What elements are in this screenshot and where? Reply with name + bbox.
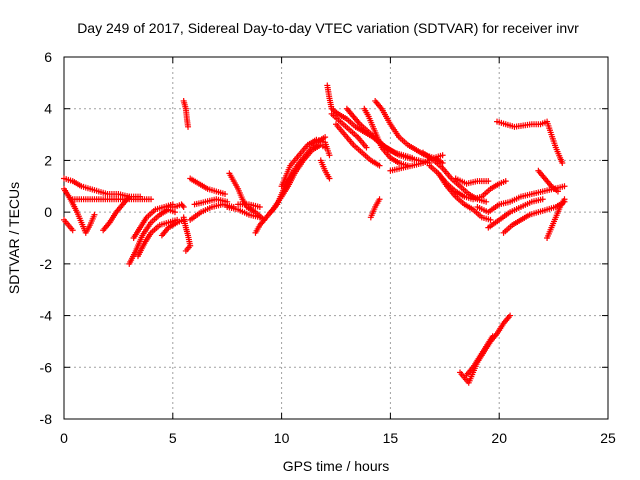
data-point: [148, 196, 155, 203]
x-tick-label: 5: [169, 430, 177, 446]
data-points: [61, 82, 568, 386]
data-point: [180, 203, 187, 210]
series-arc-1: [61, 175, 144, 200]
data-point: [256, 214, 263, 221]
series-arc-22: [317, 157, 333, 182]
series-arc-9: [158, 216, 187, 239]
chart-title: Day 249 of 2017, Sidereal Day-to-day VTE…: [77, 20, 579, 36]
series-arc-12: [180, 97, 192, 130]
data-point: [554, 188, 561, 195]
data-point: [91, 211, 98, 218]
series-arc-7: [134, 216, 181, 260]
series-arc-36: [485, 196, 546, 231]
series-arc-27: [361, 105, 411, 169]
series-arc-5: [100, 193, 133, 234]
y-tick-label: 2: [44, 152, 52, 168]
x-tick-label: 15: [383, 430, 399, 446]
series-arc-35: [474, 183, 568, 216]
series-arc-13: [187, 175, 229, 198]
data-point: [439, 152, 446, 159]
y-tick-label: -2: [40, 256, 53, 272]
plot-frame: [63, 56, 609, 420]
series-arc-8: [130, 201, 176, 241]
x-axis-title: GPS time / hours: [283, 458, 390, 474]
series-arc-17: [224, 203, 263, 221]
series-arc-42: [463, 333, 496, 379]
series-arc-37: [500, 198, 568, 236]
data-point: [487, 216, 494, 223]
x-tick-label: 25: [600, 430, 616, 446]
data-point: [376, 196, 383, 203]
x-tick-label: 20: [491, 430, 507, 446]
series-arc-3: [61, 216, 76, 234]
series-arc-11: [180, 214, 194, 254]
data-point: [409, 154, 416, 161]
series-arc-4: [69, 196, 155, 203]
series-arc-39: [535, 167, 561, 195]
data-point: [185, 123, 192, 130]
series-arc-32: [426, 162, 509, 203]
x-tick-label: 0: [60, 430, 68, 446]
series-arc-30: [387, 152, 446, 174]
data-point: [182, 247, 189, 254]
series-arc-20: [267, 134, 329, 216]
series-arc-21: [278, 136, 333, 190]
data-point: [376, 162, 383, 169]
series-arc-19: [252, 141, 329, 236]
series-arc-33: [435, 170, 494, 223]
data-point: [171, 209, 178, 216]
data-point: [489, 333, 496, 340]
ticks: 0 5 10 15 20 25 -8 -6 -4 -2 0 2 4 6: [40, 49, 616, 446]
y-tick-label: 4: [44, 101, 52, 117]
series-arc-10: [165, 201, 187, 210]
y-tick-label: -4: [40, 308, 53, 324]
data-point: [222, 191, 229, 198]
data-point: [561, 196, 568, 203]
y-tick-label: 0: [44, 204, 52, 220]
series-arc-2: [61, 185, 98, 236]
data-point: [326, 152, 333, 159]
data-point: [256, 203, 263, 210]
series-arc-18: [235, 201, 263, 210]
y-tick-label: -8: [40, 411, 53, 427]
y-tick-label: -6: [40, 359, 53, 375]
series-arc-40: [544, 196, 568, 241]
series-arc-28: [372, 97, 446, 167]
data-point: [322, 134, 329, 141]
data-point: [559, 160, 566, 167]
data-point: [485, 178, 492, 185]
series-arc-29: [367, 196, 383, 221]
data-point: [126, 193, 133, 200]
series-arc-15: [191, 196, 231, 208]
data-point: [539, 196, 546, 203]
data-point: [502, 178, 509, 185]
data-point: [439, 160, 446, 167]
data-point: [179, 202, 186, 209]
series-arc-24: [328, 110, 370, 151]
series-arc-25: [333, 121, 383, 169]
data-point: [507, 312, 514, 319]
x-tick-label: 10: [274, 430, 290, 446]
series-arc-38: [494, 118, 566, 167]
data-point: [224, 198, 231, 205]
series-arc-34: [452, 175, 492, 187]
data-point: [483, 198, 490, 205]
data-point: [326, 175, 333, 182]
data-point: [561, 183, 568, 190]
y-tick-label: 6: [44, 49, 52, 65]
data-point: [69, 227, 76, 234]
y-axis-title: SDTVAR / TECUs: [6, 182, 22, 294]
data-point: [363, 144, 370, 151]
